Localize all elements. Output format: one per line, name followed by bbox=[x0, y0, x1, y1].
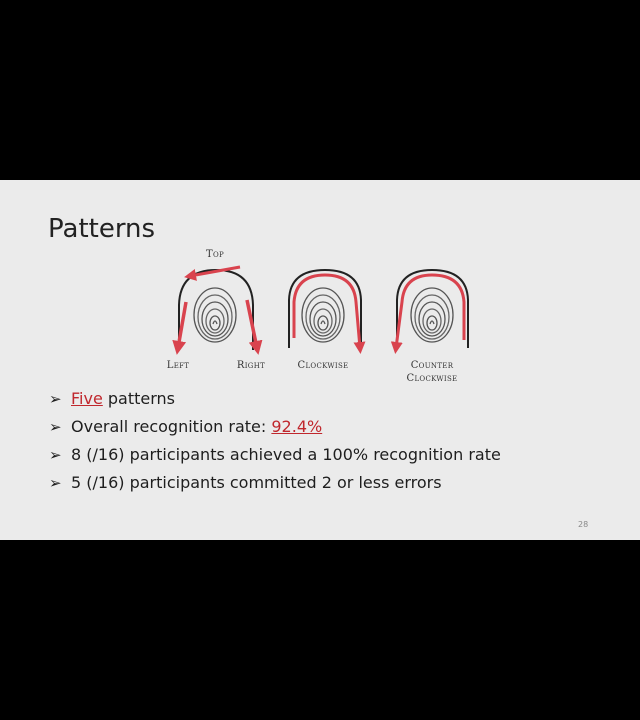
highlight-text: 92.4% bbox=[271, 417, 323, 436]
fingerprint-icon bbox=[301, 287, 345, 343]
bullet-text: 5 (/16) participants committed 2 or less… bbox=[71, 473, 442, 492]
label-left: Left bbox=[167, 360, 190, 371]
slide-title: Patterns bbox=[48, 214, 156, 244]
bullet-arrow-icon: ➢ bbox=[49, 390, 62, 408]
fingerprint-icon bbox=[410, 287, 454, 343]
patterns-figure: Top Left Right Clockwise Counter Clockwi… bbox=[167, 249, 469, 384]
label-clockwise: Clockwise bbox=[298, 360, 349, 371]
bullet-text: 8 (/16) participants achieved a 100% rec… bbox=[71, 445, 501, 464]
pattern-counter-clockwise bbox=[390, 268, 469, 354]
pattern-top-left-right bbox=[172, 265, 263, 355]
bullet-item: ➢ Five patterns bbox=[49, 388, 501, 416]
label-counter: Counter bbox=[411, 360, 454, 371]
bullet-arrow-icon: ➢ bbox=[49, 474, 62, 492]
label-top: Top bbox=[206, 249, 224, 260]
bullet-arrow-icon: ➢ bbox=[49, 446, 62, 464]
bullet-item: ➢ 8 (/16) participants achieved a 100% re… bbox=[49, 444, 501, 472]
bullet-arrow-icon: ➢ bbox=[49, 418, 62, 436]
pattern-clockwise bbox=[288, 268, 366, 354]
bullet-text: Overall recognition rate: bbox=[71, 417, 272, 436]
fingerprint-icon bbox=[193, 287, 237, 343]
bullet-list: ➢ Five patterns ➢ Overall recognition rate… bbox=[49, 388, 501, 500]
bullet-item: ➢ Overall recognition rate: 92.4% bbox=[49, 416, 501, 444]
page-number: 28 bbox=[578, 520, 589, 529]
bullet-text: patterns bbox=[102, 389, 176, 408]
label-counter-clockwise: Clockwise bbox=[407, 373, 458, 384]
highlight-text: Five bbox=[71, 389, 103, 408]
slide: Patterns bbox=[0, 180, 640, 540]
bullet-item: ➢ 5 (/16) participants committed 2 or les… bbox=[49, 472, 501, 500]
label-right: Right bbox=[237, 360, 265, 371]
